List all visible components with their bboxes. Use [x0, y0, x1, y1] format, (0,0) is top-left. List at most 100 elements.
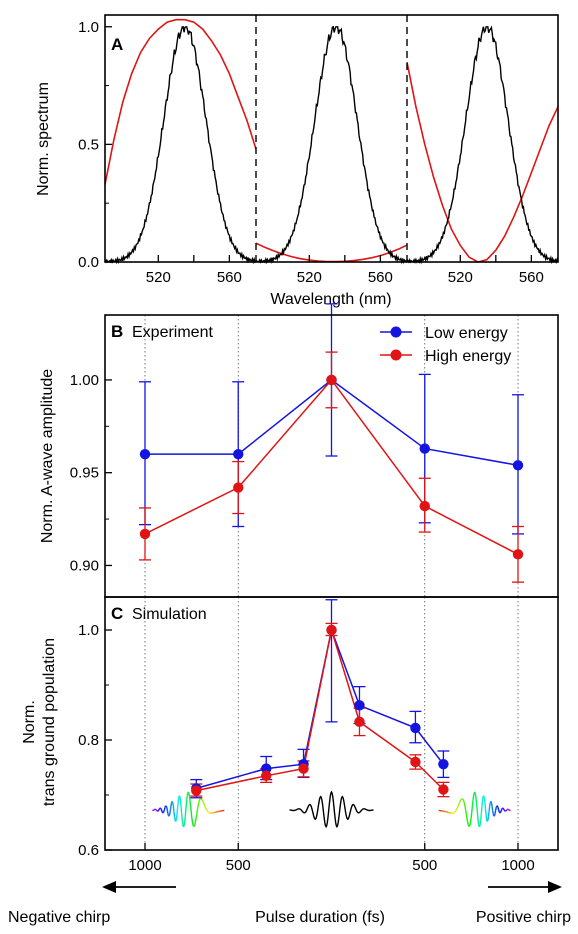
negative-chirp-pulse: [171, 800, 174, 803]
panel-c-high-energy-point: [438, 784, 449, 795]
panel-b: 0.90 0.95 1.00 B Experiment Norm. A-wave a…: [39, 303, 559, 598]
panel-c-ylabel-line1: Norm.: [21, 700, 38, 744]
negative-chirp-pulse: [200, 798, 203, 801]
negative-chirp-pulse: [160, 809, 163, 812]
negative-chirp-pulse: [175, 815, 178, 820]
negative-chirp-pulse: [194, 821, 197, 825]
spectrum-line-2: [406, 25, 559, 265]
panel-c-xlabel: Pulse duration (fs): [255, 909, 385, 926]
positive-chirp-pulse: [484, 808, 487, 816]
panel-c-high-energy-point: [410, 756, 421, 768]
negative-chirp-pulse: [207, 811, 210, 813]
panel-c-low-energy-point: [261, 763, 272, 774]
negative-chirp-pulse: [165, 805, 168, 808]
positive-chirp-pulse: [499, 811, 501, 814]
panel-c-low-energy-point: [410, 722, 421, 734]
positive-chirp-pulse: [505, 809, 508, 812]
positive-chirp-pulse: [455, 808, 458, 811]
panel-a-ylabel: Norm. spectrum: [35, 82, 52, 196]
panel-c-ylabel-line2: trans ground population: [41, 638, 58, 806]
positive-chirp-pulse: [490, 802, 493, 807]
negative-chirp-pulse: [170, 802, 173, 807]
negative-chirp-pulse: [195, 814, 198, 819]
panel-c-ytick-label: 1.0: [78, 622, 99, 639]
panel-a-ytick-label: 1.0: [78, 19, 99, 36]
negative-chirp-pulse: [206, 809, 209, 812]
panel-c-xtick-label: 500: [226, 857, 251, 874]
negative-chirp-pulse: [166, 807, 168, 811]
negative-chirp-pulse: [172, 802, 174, 807]
positive-chirp-pulse: [475, 802, 478, 810]
panel-a-xtick-label: 520: [146, 269, 171, 286]
panel-b-ylabel: Norm. A-wave amplitude: [39, 369, 56, 543]
panel-a-frame: [104, 14, 559, 263]
panel-b-title: Experiment: [132, 324, 213, 341]
positive-chirp-pulse: [481, 796, 484, 801]
positive-chirp-pulse: [490, 801, 493, 804]
spectrum-line-0: [104, 26, 257, 265]
negative-chirp-pulse: [190, 812, 193, 819]
legend-high-marker: [390, 349, 402, 361]
positive-chirp-pulse: [456, 806, 459, 809]
positive-chirp-pulse: [498, 809, 500, 813]
negative-chirp-pulse: [168, 814, 171, 817]
negative-chirp-pulse: [188, 796, 191, 802]
negative-chirp-pulse: [188, 793, 191, 797]
positive-chirp-pulse: [471, 801, 474, 808]
negative-chirp-pulse: [204, 806, 207, 809]
negative-chirp-pulse: [206, 810, 209, 813]
negative-chirp-pulse: [187, 791, 190, 794]
legend-high-label: High energy: [425, 348, 511, 365]
positive-chirp-pulse: [465, 814, 468, 819]
positive-chirp-pulse: [468, 824, 471, 827]
positive-chirp-pulse: [486, 819, 489, 822]
negative-chirp-pulse: [205, 807, 207, 810]
positive-chirp-pulse: [472, 796, 475, 802]
positive-chirp-pulse: [501, 807, 503, 810]
positive-chirp-arrowhead: [548, 881, 562, 893]
panel-c-low-energy-point: [438, 759, 449, 770]
positive-chirp-pulse: [493, 813, 496, 816]
legend-low-marker: [390, 326, 402, 338]
panel-c-high-energy-line: [196, 629, 444, 792]
panel-a-ytick-label: 0.0: [78, 254, 99, 271]
positive-chirp-pulse: [479, 820, 482, 825]
negative-chirp-pulse: [184, 809, 187, 817]
legend-low-label: Low energy: [425, 325, 508, 342]
positive-chirp-label: Positive chirp: [476, 909, 571, 926]
positive-chirp-pulse: [465, 810, 467, 815]
panel-c-high-energy-point: [261, 770, 272, 781]
negative-chirp-pulse: [164, 805, 167, 808]
positive-chirp-pulse: [474, 791, 476, 794]
positive-chirp-pulse: [467, 824, 470, 827]
positive-chirp-pulse: [481, 800, 484, 807]
positive-chirp-pulse: [492, 810, 494, 815]
transform-limited-pulse: [289, 790, 374, 829]
negative-chirp-pulse: [194, 817, 197, 822]
positive-chirp-pulse: [471, 807, 473, 814]
negative-chirp-pulse: [182, 825, 185, 828]
positive-chirp-pulse: [488, 805, 491, 812]
negative-chirp-pulse: [203, 803, 206, 806]
positive-chirp-pulse: [503, 809, 506, 812]
panel-c-frame: [104, 596, 559, 851]
legend: Low energy High energy: [380, 325, 511, 365]
panel-b-letter: B: [111, 322, 123, 341]
positive-chirp-pulse: [499, 810, 502, 813]
spectrum-line-1: [255, 25, 408, 265]
negative-chirp-pulse: [189, 801, 192, 808]
positive-chirp-pulse: [477, 821, 480, 826]
chirp-phase-curve-0: [104, 18, 257, 185]
positive-chirp-pulse: [485, 815, 488, 820]
positive-chirp-pulse: [487, 811, 490, 817]
negative-chirp-pulse: [184, 816, 186, 823]
positive-chirp-pulse: [470, 812, 473, 819]
negative-chirp-pulse: [176, 808, 179, 816]
positive-chirp-pulse: [484, 802, 487, 809]
chirp-phase-curve-2: [406, 61, 559, 263]
positive-chirp-pulse: [474, 793, 477, 798]
negative-chirp-pulse: [191, 822, 194, 826]
positive-chirp-pulse: [469, 822, 472, 826]
negative-chirp-pulse: [158, 808, 161, 811]
